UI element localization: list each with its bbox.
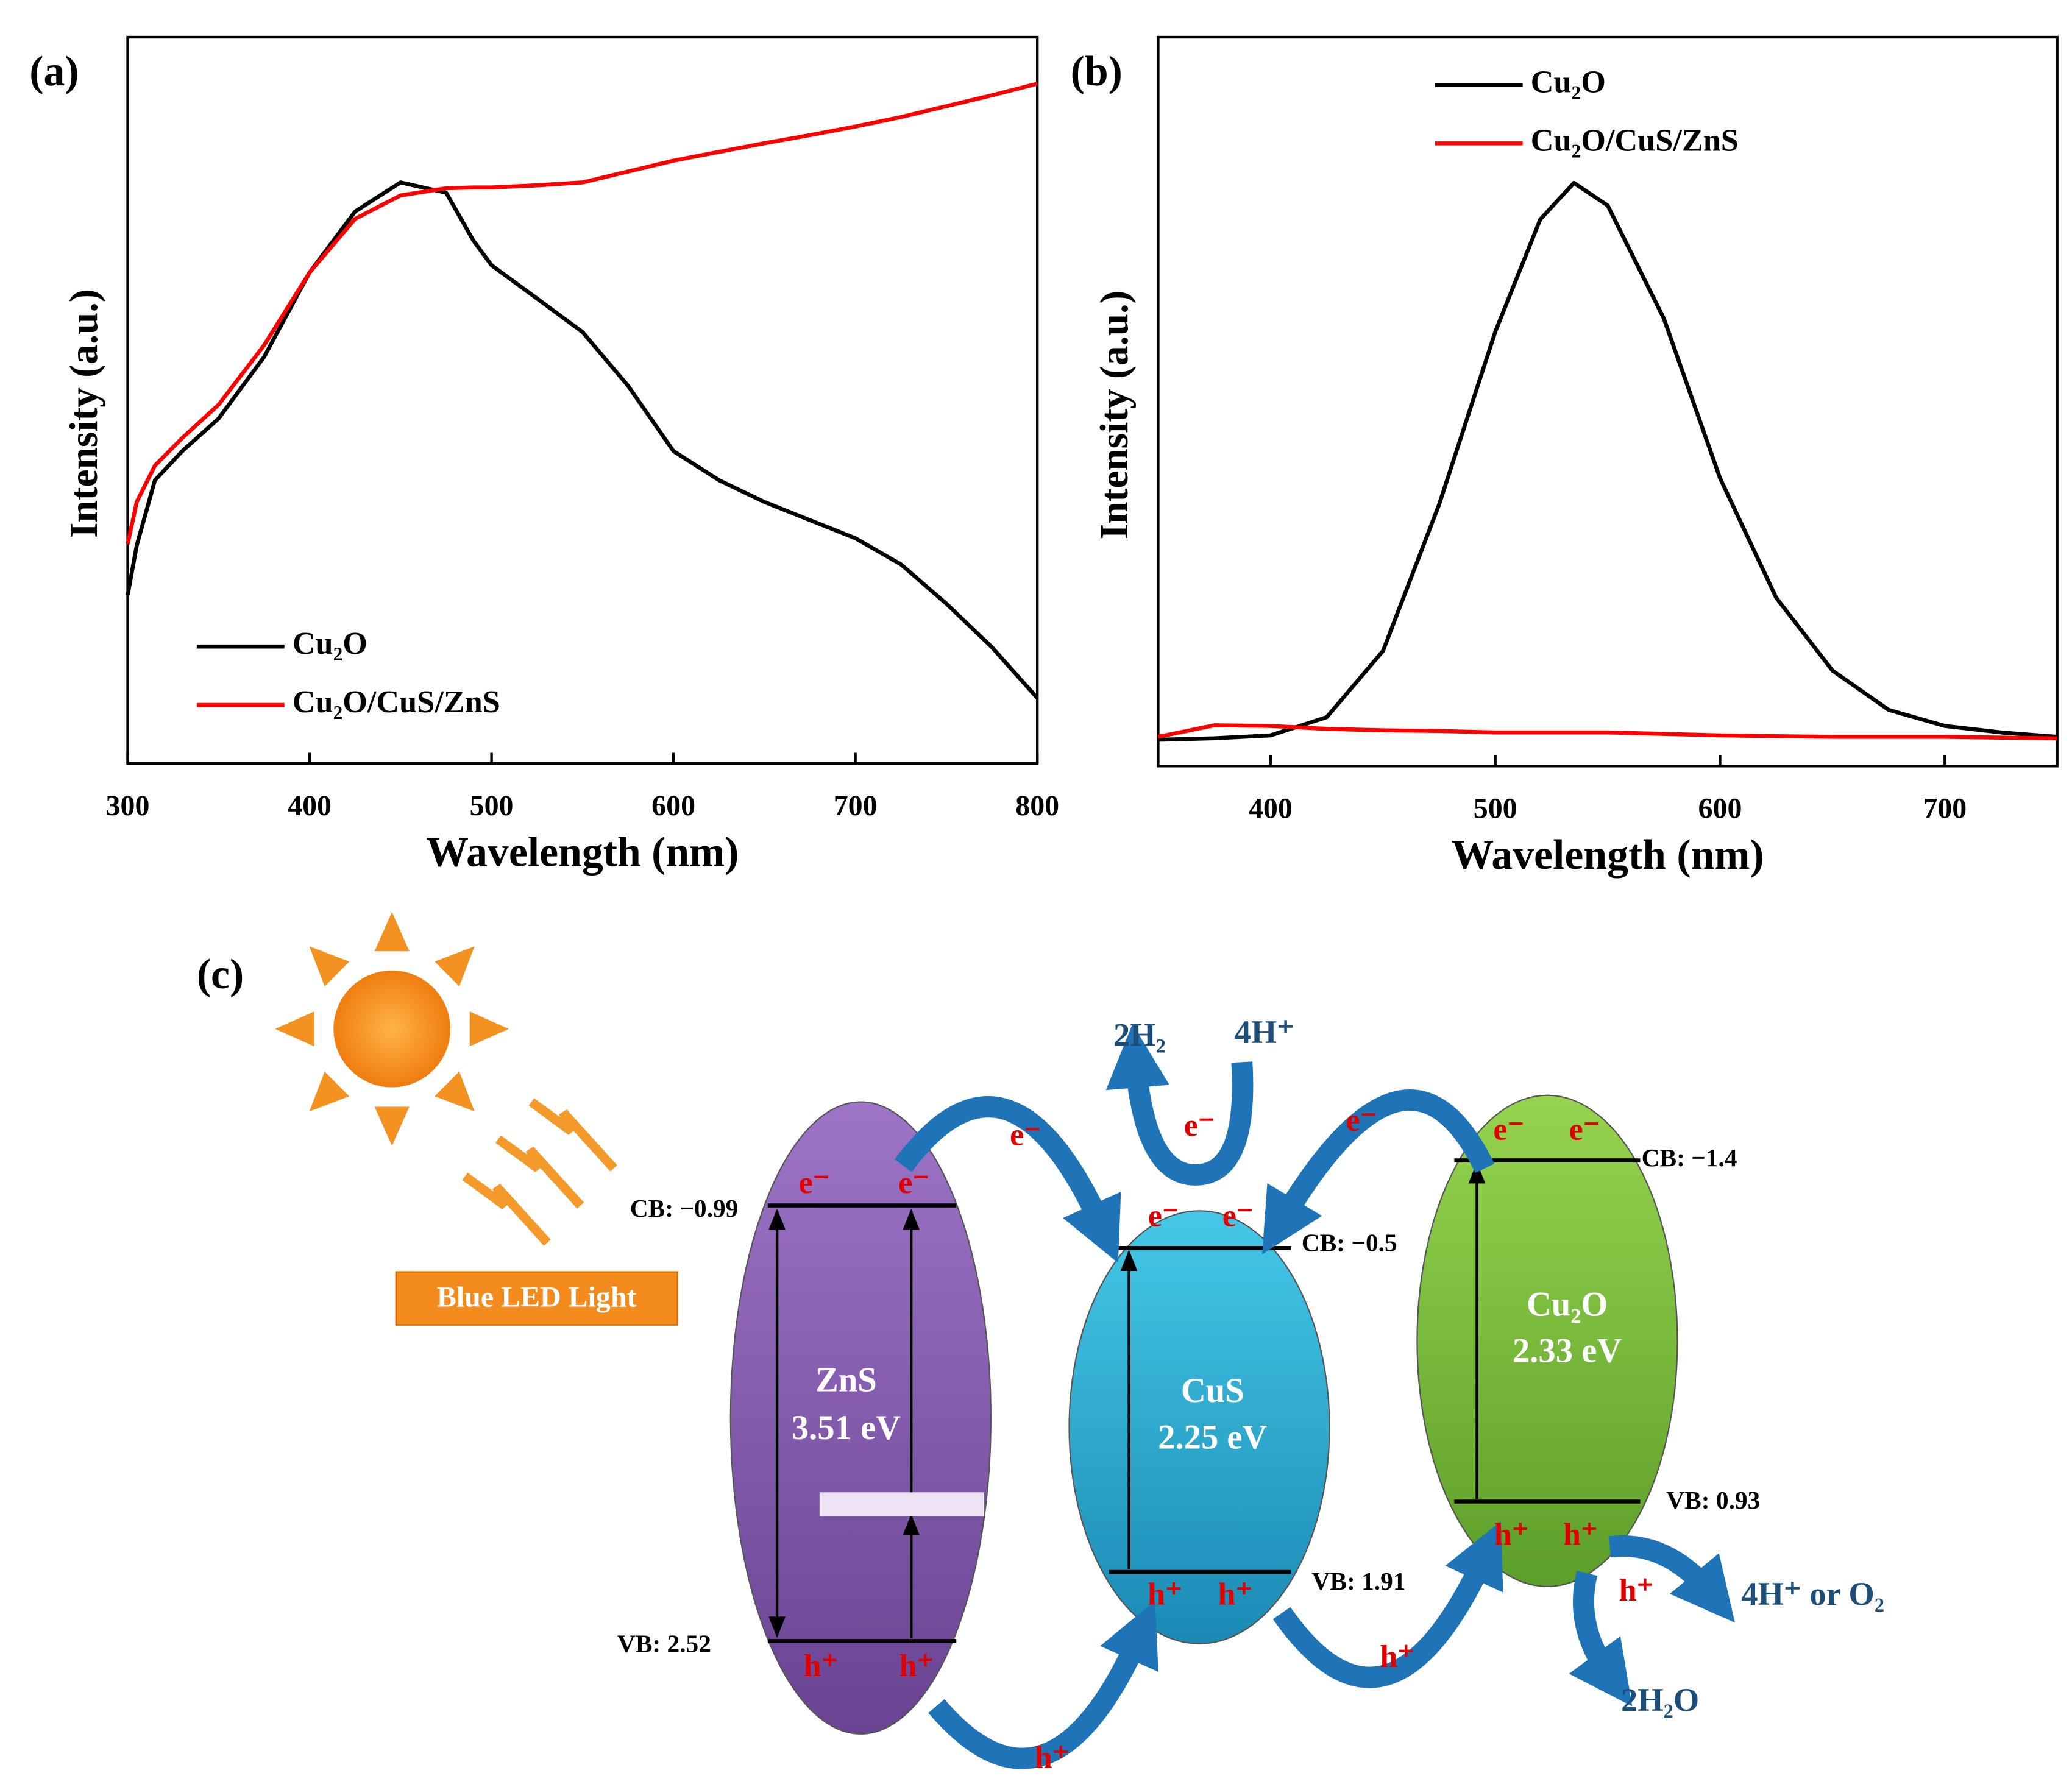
carrier-label: e⁻ bbox=[1569, 1112, 1600, 1147]
lightning bbox=[462, 1172, 551, 1246]
semiconductor-name: Cu₂O bbox=[1527, 1286, 1608, 1323]
data-line bbox=[126, 82, 1038, 545]
cb-label: CB: −0.5 bbox=[1302, 1228, 1397, 1256]
semiconductor-name: CuS bbox=[1181, 1372, 1244, 1410]
sun-ray bbox=[275, 1011, 314, 1047]
carrier-label: e⁻ bbox=[1184, 1108, 1215, 1143]
panel-label: (a) bbox=[29, 48, 79, 95]
y-axis-title: Intensity (a.u.) bbox=[62, 289, 106, 539]
cb-label: CB: −1.4 bbox=[1642, 1144, 1737, 1172]
sun-ray bbox=[435, 1071, 475, 1112]
sun-ray bbox=[309, 1071, 350, 1112]
cb-label: CB: −0.99 bbox=[630, 1194, 739, 1222]
band-gap: 2.33 eV bbox=[1513, 1332, 1622, 1370]
carrier-label: h⁺ bbox=[1563, 1516, 1598, 1552]
x-tick-label: 700 bbox=[1923, 792, 1967, 824]
data-line bbox=[1158, 181, 2057, 742]
x-axis-title: Wavelength (nm) bbox=[426, 829, 739, 876]
y-axis-title: Intensity (a.u.) bbox=[1093, 291, 1137, 540]
carrier-label: e⁻ bbox=[1148, 1198, 1179, 1233]
x-tick-label: 400 bbox=[288, 790, 332, 822]
vb-label: VB: 1.91 bbox=[1311, 1567, 1405, 1595]
carrier-label: h⁺ bbox=[1218, 1576, 1253, 1612]
carrier-label: h⁺ bbox=[804, 1648, 839, 1683]
x-tick-label: 600 bbox=[1698, 792, 1742, 824]
sun-ray bbox=[469, 1011, 509, 1047]
light-label: Blue LED Light bbox=[437, 1281, 637, 1313]
x-tick-label: 400 bbox=[1249, 792, 1293, 824]
species-label: 2H₂ bbox=[1113, 1016, 1166, 1053]
species-label: 2H₂O bbox=[1621, 1681, 1699, 1718]
semiconductor bbox=[1068, 1210, 1330, 1644]
legend-label: Cu₂O/CuS/ZnS bbox=[293, 684, 500, 720]
transfer-arrow bbox=[928, 1601, 1158, 1769]
band-gap: 3.51 eV bbox=[792, 1409, 901, 1447]
species-label: 4H⁺ or O₂ bbox=[1741, 1575, 1884, 1612]
x-tick-label: 700 bbox=[834, 790, 878, 822]
data-line bbox=[1157, 723, 2057, 741]
transfer-arrow bbox=[1105, 1024, 1254, 1186]
intermediate-level bbox=[819, 1492, 985, 1516]
carrier-label: e⁻ bbox=[1346, 1102, 1377, 1138]
transfer-arrow bbox=[895, 1096, 1121, 1263]
species-label: 4H⁺ bbox=[1235, 1013, 1294, 1050]
transfer-arrow bbox=[1262, 1089, 1495, 1254]
sun-ray bbox=[374, 912, 410, 952]
transfer-arrow bbox=[1608, 1535, 1735, 1623]
lightning bbox=[528, 1098, 617, 1172]
sun bbox=[333, 970, 451, 1088]
carrier-label: e⁻ bbox=[1010, 1117, 1041, 1152]
semiconductor-name: ZnS bbox=[815, 1362, 877, 1400]
data-line bbox=[126, 180, 1039, 699]
panel-label: (b) bbox=[1071, 48, 1123, 95]
carrier-label: h⁺ bbox=[1619, 1573, 1654, 1608]
carrier-label: e⁻ bbox=[1222, 1198, 1254, 1233]
x-tick-label: 500 bbox=[470, 790, 514, 822]
carrier-label: e⁻ bbox=[1493, 1112, 1524, 1147]
lightning bbox=[495, 1135, 584, 1209]
sun-ray bbox=[309, 946, 350, 986]
vb-label: VB: 0.93 bbox=[1666, 1486, 1760, 1514]
x-axis-title: Wavelength (nm) bbox=[1451, 832, 1764, 879]
x-tick-label: 300 bbox=[106, 790, 150, 822]
sun-ray bbox=[374, 1106, 410, 1146]
carrier-label: h⁺ bbox=[899, 1648, 934, 1683]
legend-label: Cu₂O bbox=[293, 626, 367, 661]
plot-frame bbox=[126, 35, 1039, 765]
carrier-label: h⁺ bbox=[1494, 1516, 1529, 1552]
plot-frame bbox=[1157, 35, 2059, 768]
semiconductor bbox=[729, 1101, 992, 1735]
transfer-arrow bbox=[1272, 1521, 1503, 1688]
vb-label: VB: 2.52 bbox=[617, 1630, 711, 1658]
legend-label: Cu₂O/CuS/ZnS bbox=[1531, 122, 1739, 158]
carrier-label: h⁺ bbox=[1148, 1576, 1182, 1612]
carrier-label: h⁺ bbox=[1035, 1739, 1070, 1775]
legend-label: Cu₂O bbox=[1531, 64, 1606, 99]
carrier-label: e⁻ bbox=[898, 1165, 929, 1200]
x-tick-label: 600 bbox=[651, 790, 695, 822]
carrier-label: e⁻ bbox=[799, 1165, 830, 1200]
transfer-arrow bbox=[1569, 1570, 1633, 1707]
carrier-label: h⁺ bbox=[1380, 1639, 1414, 1674]
x-tick-label: 800 bbox=[1015, 790, 1059, 822]
x-tick-label: 500 bbox=[1474, 792, 1517, 824]
band-gap: 2.25 eV bbox=[1158, 1418, 1267, 1456]
semiconductor bbox=[1416, 1094, 1678, 1588]
light-box bbox=[395, 1271, 678, 1326]
panel-label: (c) bbox=[197, 951, 244, 998]
sun-ray bbox=[435, 946, 475, 986]
